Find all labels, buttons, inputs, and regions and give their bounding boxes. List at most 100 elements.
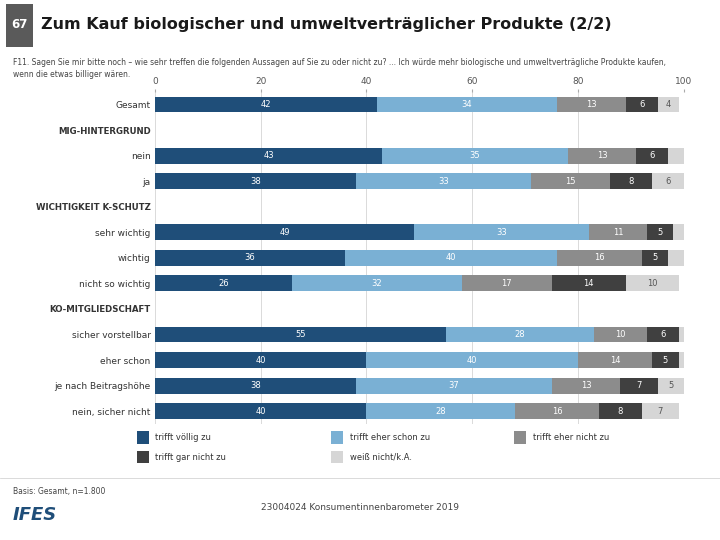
Bar bbox=[331, 451, 343, 463]
Bar bbox=[652, 173, 684, 189]
Bar bbox=[557, 250, 642, 266]
Text: 5: 5 bbox=[668, 381, 673, 390]
Bar bbox=[366, 403, 515, 419]
Bar bbox=[366, 352, 578, 368]
Text: 7: 7 bbox=[657, 407, 663, 416]
Bar bbox=[155, 403, 366, 419]
Text: 32: 32 bbox=[372, 279, 382, 288]
Bar bbox=[346, 250, 557, 266]
Bar bbox=[137, 451, 149, 463]
Bar bbox=[610, 173, 652, 189]
Bar bbox=[552, 275, 626, 291]
Text: 15: 15 bbox=[565, 177, 575, 186]
Bar bbox=[626, 275, 679, 291]
Text: Zum Kauf biologischer und umweltverträglicher Produkte (2/2): Zum Kauf biologischer und umweltverträgl… bbox=[41, 17, 612, 32]
Bar bbox=[531, 173, 610, 189]
Text: 13: 13 bbox=[581, 381, 591, 390]
Bar bbox=[642, 250, 668, 266]
Text: 13: 13 bbox=[586, 100, 597, 109]
Bar bbox=[552, 377, 621, 394]
Bar bbox=[155, 97, 377, 112]
Text: 36: 36 bbox=[245, 253, 256, 262]
Text: 40: 40 bbox=[256, 355, 266, 364]
Text: 38: 38 bbox=[250, 177, 261, 186]
Text: 33: 33 bbox=[438, 177, 449, 186]
Text: trifft völlig zu: trifft völlig zu bbox=[156, 434, 211, 442]
Bar bbox=[382, 148, 567, 164]
Bar bbox=[647, 327, 679, 342]
Text: 6: 6 bbox=[660, 330, 665, 339]
Bar bbox=[446, 327, 594, 342]
Text: 38: 38 bbox=[250, 381, 261, 390]
Text: 8: 8 bbox=[629, 177, 634, 186]
Bar bbox=[155, 173, 356, 189]
Bar bbox=[155, 377, 356, 394]
Bar bbox=[679, 327, 684, 342]
Bar bbox=[137, 431, 149, 444]
Text: 5: 5 bbox=[657, 228, 663, 237]
Bar bbox=[292, 275, 462, 291]
Text: 14: 14 bbox=[583, 279, 594, 288]
Bar bbox=[155, 352, 366, 368]
Bar bbox=[155, 275, 292, 291]
Text: 40: 40 bbox=[446, 253, 456, 262]
Text: 5: 5 bbox=[652, 253, 657, 262]
Bar bbox=[356, 173, 531, 189]
Bar bbox=[636, 148, 668, 164]
Text: 26: 26 bbox=[218, 279, 229, 288]
Text: 42: 42 bbox=[261, 100, 271, 109]
Text: 4: 4 bbox=[665, 100, 671, 109]
Bar bbox=[657, 377, 684, 394]
Bar bbox=[462, 275, 552, 291]
Text: 10: 10 bbox=[616, 330, 626, 339]
Bar bbox=[594, 327, 647, 342]
Text: 67: 67 bbox=[12, 18, 27, 31]
Text: 6: 6 bbox=[639, 100, 644, 109]
Text: 49: 49 bbox=[279, 228, 289, 237]
Text: 34: 34 bbox=[462, 100, 472, 109]
Bar bbox=[155, 250, 346, 266]
Bar bbox=[642, 403, 679, 419]
Text: 40: 40 bbox=[256, 407, 266, 416]
Bar bbox=[557, 97, 626, 112]
Text: 7: 7 bbox=[636, 381, 642, 390]
Bar bbox=[414, 225, 589, 240]
Text: 16: 16 bbox=[594, 253, 605, 262]
Text: 40: 40 bbox=[467, 355, 477, 364]
Text: 10: 10 bbox=[647, 279, 657, 288]
Text: 6: 6 bbox=[649, 151, 655, 160]
Text: 55: 55 bbox=[295, 330, 305, 339]
Bar bbox=[652, 352, 679, 368]
Bar bbox=[668, 148, 684, 164]
Bar bbox=[668, 250, 684, 266]
Bar bbox=[673, 225, 689, 240]
Text: IFES: IFES bbox=[13, 507, 57, 524]
Bar bbox=[515, 403, 599, 419]
Text: 14: 14 bbox=[610, 355, 621, 364]
Bar bbox=[567, 148, 636, 164]
Bar bbox=[155, 225, 414, 240]
Bar bbox=[377, 97, 557, 112]
Bar bbox=[621, 377, 657, 394]
Bar bbox=[6, 4, 33, 47]
Text: 37: 37 bbox=[449, 381, 459, 390]
Bar bbox=[331, 431, 343, 444]
Text: 5: 5 bbox=[663, 355, 668, 364]
Bar bbox=[589, 225, 647, 240]
Text: trifft eher schon zu: trifft eher schon zu bbox=[350, 434, 430, 442]
Text: 43: 43 bbox=[264, 151, 274, 160]
Bar bbox=[514, 431, 526, 444]
Text: trifft eher nicht zu: trifft eher nicht zu bbox=[533, 434, 609, 442]
Text: 17: 17 bbox=[501, 279, 512, 288]
Bar bbox=[356, 377, 552, 394]
Text: weiß nicht/k.A.: weiß nicht/k.A. bbox=[350, 453, 412, 462]
Text: 11: 11 bbox=[613, 228, 623, 237]
Text: Basis: Gesamt, n=1.800: Basis: Gesamt, n=1.800 bbox=[13, 487, 105, 496]
Text: 8: 8 bbox=[618, 407, 624, 416]
Text: 28: 28 bbox=[515, 330, 526, 339]
Text: F11. Sagen Sie mir bitte noch – wie sehr treffen die folgenden Aussagen auf Sie : F11. Sagen Sie mir bitte noch – wie sehr… bbox=[13, 58, 666, 79]
Bar bbox=[155, 327, 446, 342]
Bar bbox=[647, 225, 673, 240]
Text: 6: 6 bbox=[665, 177, 671, 186]
Bar bbox=[679, 352, 684, 368]
